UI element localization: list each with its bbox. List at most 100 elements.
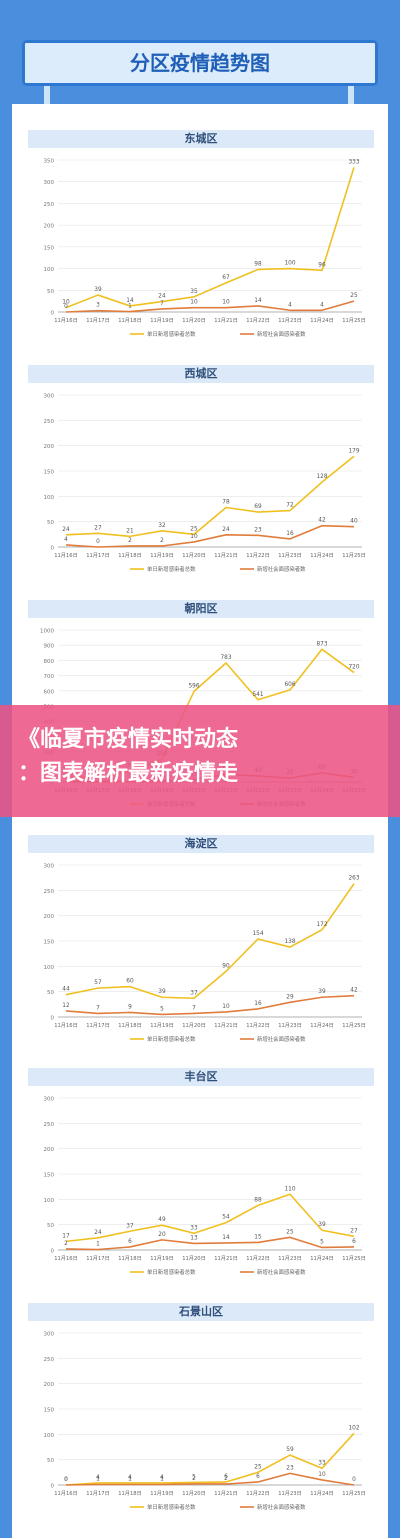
y-tick-label: 300	[44, 394, 55, 400]
data-label: 25	[286, 1229, 294, 1235]
data-label: 10	[222, 1004, 230, 1010]
data-label: 27	[350, 1228, 358, 1234]
x-tick-label: 11月25日	[342, 1255, 366, 1262]
legend-label: 单日新增感染者总数	[147, 1035, 196, 1043]
x-tick-label: 11月18日	[118, 317, 142, 324]
data-label: 596	[188, 683, 199, 689]
y-tick-label: 100	[44, 965, 55, 971]
x-tick-label: 11月22日	[246, 1255, 270, 1262]
y-tick-label: 1000	[40, 629, 54, 635]
series-line	[65, 1193, 355, 1243]
x-tick-label: 11月17日	[86, 1022, 110, 1029]
chart-title: 石景山区	[28, 1303, 374, 1321]
y-tick-label: 50	[47, 1223, 54, 1229]
data-label: 138	[284, 939, 295, 945]
data-label: 541	[252, 692, 263, 698]
data-label: 10	[190, 300, 198, 306]
y-tick-label: 300	[44, 864, 55, 870]
data-label: 10	[62, 300, 70, 306]
legend-label: 单日新增感染者总数	[147, 1268, 196, 1276]
x-tick-label: 11月22日	[246, 552, 270, 559]
chart-sheet	[12, 104, 388, 1538]
data-label: 49	[158, 1217, 166, 1223]
x-tick-label: 11月21日	[214, 552, 238, 559]
x-tick-label: 11月23日	[278, 1490, 302, 1497]
x-tick-label: 11月19日	[150, 1022, 174, 1029]
data-label: 24	[62, 527, 70, 533]
y-tick-label: 150	[44, 1408, 55, 1414]
x-tick-label: 11月25日	[342, 552, 366, 559]
y-tick-label: 200	[44, 914, 55, 920]
data-label: 17	[62, 1233, 70, 1239]
series-line	[65, 167, 355, 309]
data-label: 873	[316, 641, 327, 647]
data-label: 54	[222, 1215, 230, 1221]
series-line	[65, 524, 355, 548]
y-tick-label: 100	[44, 1433, 55, 1439]
x-tick-label: 11月18日	[118, 552, 142, 559]
data-label: 37	[190, 990, 198, 996]
data-label: 14	[126, 298, 134, 304]
chart-panel: 西城区 0 50 100 150 200 250 300 11月16日 11月17日 11月18日 1…	[28, 365, 374, 593]
data-label: 15	[254, 1234, 262, 1240]
y-tick-label: 250	[44, 1357, 55, 1363]
data-label: 9	[128, 1004, 132, 1010]
data-label: 35	[190, 289, 198, 295]
data-label: 3	[96, 303, 100, 309]
y-tick-label: 200	[44, 1147, 55, 1153]
x-tick-label: 11月24日	[310, 317, 334, 324]
x-tick-label: 11月25日	[342, 1490, 366, 1497]
x-tick-label: 11月17日	[86, 552, 110, 559]
x-tick-label: 11月20日	[182, 317, 206, 324]
x-tick-label: 11月17日	[86, 317, 110, 324]
data-label: 24	[94, 1230, 102, 1236]
x-tick-label: 11月21日	[214, 1490, 238, 1497]
y-tick-label: 0	[51, 1484, 55, 1490]
y-tick-label: 150	[44, 940, 55, 946]
chart-panel: 丰台区 0 50 100 150 200 250 300 11月16日 11月17日 11月18日 1…	[28, 1068, 374, 1296]
data-label: 6	[256, 1474, 260, 1480]
x-tick-label: 11月23日	[278, 1022, 302, 1029]
y-tick-label: 0	[51, 546, 55, 552]
x-tick-label: 11月19日	[150, 1255, 174, 1262]
y-tick-label: 50	[47, 520, 54, 526]
data-label: 39	[94, 287, 102, 293]
data-label: 606	[284, 682, 295, 688]
x-tick-label: 11月20日	[182, 1490, 206, 1497]
x-tick-label: 11月25日	[342, 317, 366, 324]
data-label: 23	[254, 527, 262, 533]
series-line	[65, 1472, 355, 1486]
data-label: 0	[64, 1477, 68, 1483]
x-tick-label: 11月21日	[214, 317, 238, 324]
x-tick-label: 11月22日	[246, 1022, 270, 1029]
chart-panel: 海淀区 0 50 100 150 200 250 300 11月16日 11月17日 11月18日 1…	[28, 835, 374, 1063]
x-tick-label: 11月24日	[310, 1255, 334, 1262]
data-label: 98	[254, 261, 262, 267]
y-tick-label: 600	[44, 689, 55, 695]
data-label: 12	[62, 1003, 70, 1009]
x-tick-label: 11月24日	[310, 552, 334, 559]
x-tick-label: 11月20日	[182, 1255, 206, 1262]
data-label: 1	[96, 1476, 100, 1482]
x-tick-label: 11月23日	[278, 317, 302, 324]
data-label: 23	[286, 1465, 294, 1471]
data-label: 25	[350, 293, 358, 299]
data-label: 32	[158, 523, 166, 529]
data-label: 7	[192, 1005, 196, 1011]
data-label: 5	[160, 1006, 164, 1012]
y-tick-label: 200	[44, 224, 55, 230]
data-label: 33	[318, 1460, 326, 1466]
x-tick-label: 11月23日	[278, 1255, 302, 1262]
data-label: 1	[96, 1241, 100, 1247]
data-label: 0	[64, 304, 68, 310]
y-tick-label: 700	[44, 674, 55, 680]
data-label: 33	[190, 1225, 198, 1231]
data-label: 42	[350, 988, 358, 994]
legend-label: 新增社会面感染者数	[257, 1035, 306, 1043]
data-label: 96	[318, 262, 326, 268]
x-tick-label: 11月21日	[214, 1255, 238, 1262]
data-label: 5	[192, 1474, 196, 1480]
chart-title: 海淀区	[28, 835, 374, 853]
